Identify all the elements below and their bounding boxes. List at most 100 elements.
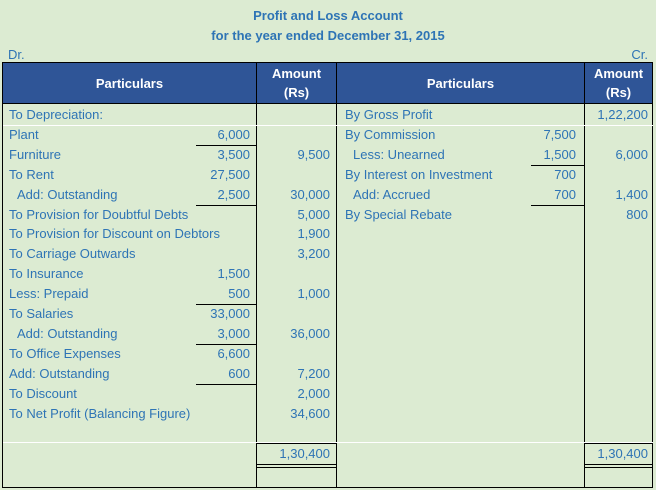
debit-row-label: Less: Prepaid bbox=[9, 286, 89, 302]
total-double-line bbox=[584, 467, 653, 468]
subtotal-underline bbox=[196, 205, 256, 206]
debit-row-label: Add: Outstanding bbox=[17, 325, 118, 341]
debit-row-label: Add: Outstanding bbox=[17, 186, 118, 202]
debit-row-subamount: 1,500 bbox=[217, 266, 250, 282]
credit-row-label: Add: Accrued bbox=[353, 186, 431, 202]
credit-row-subamount bbox=[500, 105, 576, 125]
header-unit: (Rs) bbox=[283, 85, 310, 100]
debit-row-label: To Salaries bbox=[9, 306, 74, 321]
total-top-line bbox=[584, 443, 653, 444]
header-text: Particulars bbox=[95, 75, 164, 91]
total-double-line bbox=[256, 464, 337, 465]
grid-line bbox=[3, 125, 653, 126]
subtotal-underline bbox=[196, 145, 256, 146]
column-divider bbox=[584, 104, 585, 488]
grid-line bbox=[3, 442, 653, 443]
debit-row-subamount bbox=[180, 205, 250, 225]
debit-row-amount bbox=[258, 304, 330, 324]
header-text: Amount bbox=[271, 66, 322, 81]
debit-row-amount: 5,000 bbox=[297, 206, 330, 222]
debit-row-subamount: 3,000 bbox=[217, 325, 250, 341]
debit-row-label: Add: Outstanding bbox=[9, 365, 110, 381]
column-divider bbox=[256, 104, 257, 488]
credit-particulars-header: Particulars bbox=[336, 62, 585, 104]
debit-row-amount: 1,900 bbox=[297, 226, 330, 242]
credit-row-subamount: 700 bbox=[554, 166, 576, 182]
debit-row-label: To Carriage Outwards bbox=[9, 246, 136, 262]
debit-row-label: To Insurance bbox=[9, 266, 84, 282]
debit-row-amount bbox=[258, 264, 330, 284]
column-divider bbox=[336, 104, 337, 488]
credit-row-subamount: 7,500 bbox=[543, 126, 576, 142]
debit-row-label: Plant bbox=[9, 126, 39, 142]
credit-row-amount: 800 bbox=[626, 206, 648, 222]
debit-row-amount: 7,200 bbox=[297, 365, 330, 381]
debit-row-amount: 36,000 bbox=[290, 325, 330, 341]
credit-amount-header: Amount (Rs) bbox=[584, 62, 653, 104]
debit-row-subamount: 33,000 bbox=[210, 306, 250, 321]
account-title: Profit and Loss Account bbox=[253, 8, 403, 23]
debit-row-amount bbox=[258, 105, 330, 125]
credit-row-label: By Gross Profit bbox=[345, 107, 433, 122]
total-double-line bbox=[256, 467, 337, 468]
debit-row-subamount bbox=[180, 384, 250, 404]
subtotal-underline bbox=[196, 384, 256, 385]
subtotal-underline bbox=[531, 205, 584, 206]
debit-row-label: To Office Expenses bbox=[9, 345, 121, 361]
header-text: Amount bbox=[593, 66, 644, 81]
subtotal-underline bbox=[196, 344, 256, 345]
credit-label: Cr. bbox=[631, 47, 648, 62]
credit-row-amount: 6,000 bbox=[615, 146, 648, 162]
account-period: for the year ended December 31, 2015 bbox=[211, 28, 445, 43]
debit-row-subamount: 6,000 bbox=[217, 126, 250, 142]
debit-row-label: To Rent bbox=[9, 166, 54, 182]
debit-row-amount: 3,200 bbox=[297, 246, 330, 262]
credit-row-amount bbox=[586, 165, 648, 185]
credit-row-subamount: 1,500 bbox=[543, 146, 576, 162]
debit-row-label: To Provision for Discount on Debtors bbox=[9, 226, 220, 242]
credit-row-amount: 1,400 bbox=[615, 186, 648, 202]
credit-row-subamount bbox=[500, 205, 576, 225]
debit-row-subamount: 600 bbox=[228, 365, 250, 381]
debit-row-subamount bbox=[180, 244, 250, 264]
debit-row-amount: 9,500 bbox=[297, 146, 330, 162]
debit-row-label: To Provision for Doubtful Debts bbox=[9, 206, 189, 222]
debit-row-subamount bbox=[180, 404, 250, 424]
header-unit: (Rs) bbox=[605, 85, 632, 100]
credit-total: 1,30,400 bbox=[597, 446, 648, 461]
debit-particulars-header: Particulars bbox=[2, 62, 257, 104]
debit-row-label: To Discount bbox=[9, 385, 77, 401]
credit-row-label: By Special Rebate bbox=[345, 206, 452, 222]
subtotal-underline bbox=[531, 165, 584, 166]
debit-row-amount: 2,000 bbox=[297, 385, 330, 401]
debit-row-label: Furniture bbox=[9, 146, 62, 162]
credit-row-label: By Commission bbox=[345, 126, 436, 142]
credit-row-subamount: 700 bbox=[554, 186, 576, 202]
credit-row-amount: 1,22,200 bbox=[597, 107, 648, 122]
debit-row-subamount: 27,500 bbox=[210, 166, 250, 182]
debit-row-subamount: 2,500 bbox=[217, 186, 250, 202]
debit-row-subamount bbox=[180, 224, 250, 244]
total-double-line bbox=[584, 464, 653, 465]
debit-total: 1,30,400 bbox=[279, 446, 330, 461]
debit-amount-header: Amount (Rs) bbox=[256, 62, 337, 104]
debit-row-label: To Net Profit (Balancing Figure) bbox=[9, 405, 191, 421]
debit-row-subamount bbox=[180, 105, 250, 125]
debit-label: Dr. bbox=[8, 47, 25, 62]
debit-row-subamount: 3,500 bbox=[217, 146, 250, 162]
credit-row-amount bbox=[586, 125, 648, 145]
subtotal-underline bbox=[196, 304, 256, 305]
debit-row-label: To Depreciation: bbox=[9, 107, 103, 122]
header-text: Particulars bbox=[426, 75, 495, 91]
debit-row-amount bbox=[258, 125, 330, 145]
debit-row-amount: 34,600 bbox=[290, 405, 330, 421]
total-top-line bbox=[256, 443, 337, 444]
debit-row-amount bbox=[258, 344, 330, 364]
credit-row-label: By Interest on Investment bbox=[345, 166, 493, 182]
debit-row-subamount: 500 bbox=[228, 286, 250, 302]
debit-row-amount: 30,000 bbox=[290, 186, 330, 202]
debit-row-subamount: 6,600 bbox=[217, 345, 250, 361]
debit-row-amount: 1,000 bbox=[297, 286, 330, 302]
debit-row-amount bbox=[258, 165, 330, 185]
credit-row-label: Less: Unearned bbox=[353, 146, 445, 162]
